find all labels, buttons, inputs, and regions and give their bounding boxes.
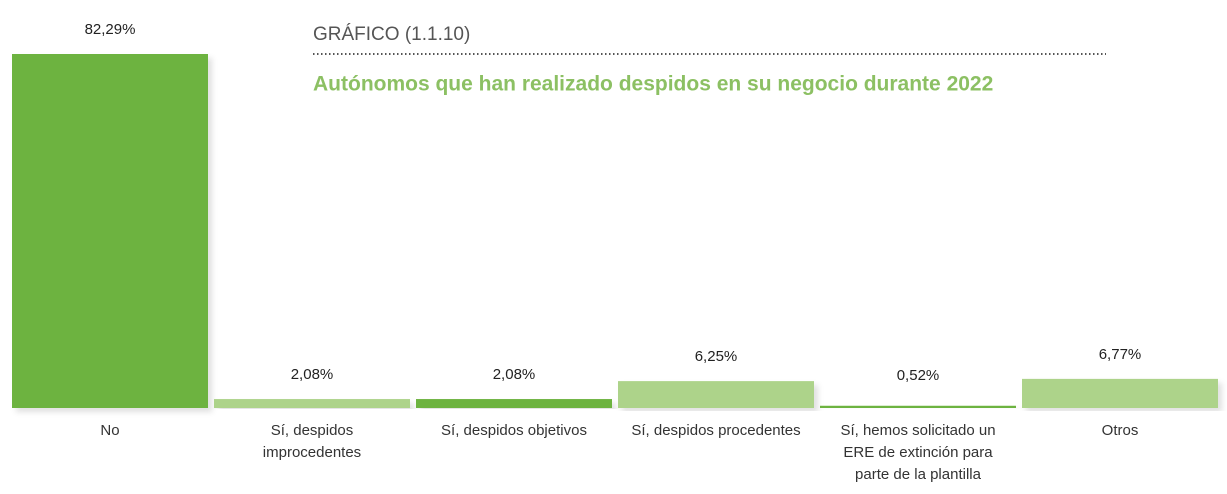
x-tick-label: Otros xyxy=(1101,422,1139,439)
bar xyxy=(416,399,612,408)
x-tick-label: No xyxy=(100,422,120,439)
value-label: 6,77% xyxy=(1099,346,1142,363)
bar xyxy=(1022,378,1218,408)
value-label: 2,08% xyxy=(291,366,334,383)
bar xyxy=(820,405,1016,408)
value-label: 0,52% xyxy=(897,367,940,384)
bar xyxy=(12,54,208,408)
x-tick-label: Sí, hemos solicitado un ERE de extinción… xyxy=(840,422,996,483)
x-tick-label: Sí, despidos objetivos xyxy=(441,422,587,439)
x-tick-label: Sí, despidos improcedentes xyxy=(262,422,362,461)
value-label: 6,25% xyxy=(695,348,738,365)
value-label: 2,08% xyxy=(493,366,536,383)
x-tick-label: Sí, despidos procedentes xyxy=(631,422,801,439)
bar xyxy=(618,381,814,408)
value-label: 82,29% xyxy=(85,21,136,38)
bar xyxy=(214,399,410,408)
chart-title: GRÁFICO (1.1.10) xyxy=(313,24,470,45)
chart-subtitle: Autónomos que han realizado despidos en … xyxy=(313,73,993,96)
